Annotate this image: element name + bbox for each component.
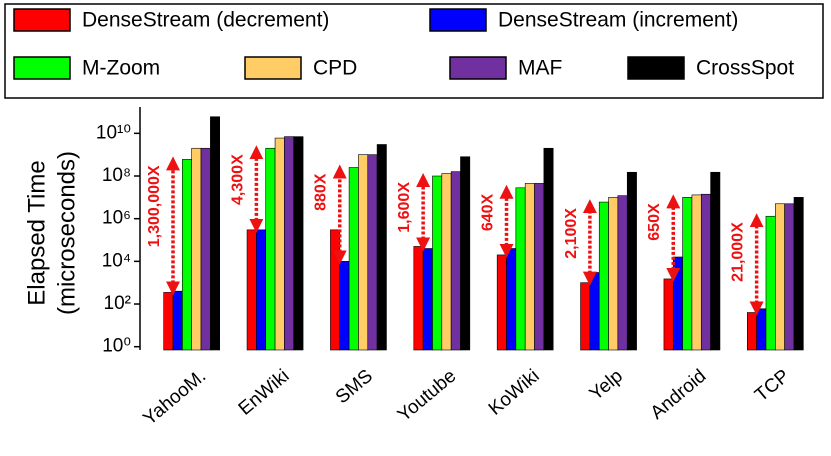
bar — [367, 154, 378, 351]
bar — [543, 147, 554, 351]
bar — [775, 203, 785, 351]
bar — [524, 183, 535, 351]
legend-swatch — [449, 56, 507, 80]
bar — [450, 171, 461, 351]
bar — [663, 278, 674, 351]
bar — [200, 147, 211, 351]
bar — [691, 194, 702, 351]
bar — [506, 248, 517, 351]
bar — [626, 171, 637, 351]
speedup-label: 880X — [313, 173, 330, 211]
bar — [580, 282, 591, 351]
bar — [756, 308, 767, 351]
y-tick-label: 10⁰ — [102, 336, 131, 357]
legend-label: M-Zoom — [82, 57, 160, 80]
bar — [191, 147, 202, 351]
speedup-label: 640X — [479, 193, 496, 231]
y-tick-label: 10¹⁰ — [96, 122, 131, 143]
legend-swatch — [429, 8, 487, 32]
legend-box — [4, 3, 824, 99]
bar — [432, 175, 443, 351]
bar — [589, 272, 600, 351]
bar — [163, 292, 174, 351]
bar — [710, 171, 721, 351]
bar — [515, 187, 526, 351]
x-tick-label: SMS — [332, 366, 377, 409]
legend-swatch — [13, 8, 71, 32]
legend-label: MAF — [518, 57, 562, 80]
legend-swatch — [627, 56, 685, 80]
legend-swatch — [13, 56, 71, 80]
x-tick-label: Youtube — [394, 366, 460, 426]
bar — [265, 147, 276, 351]
legend-label: CrossSpot — [696, 57, 794, 80]
legend-label: CPD — [313, 57, 357, 80]
bar — [339, 261, 350, 351]
y-tick-label: 10⁸ — [102, 165, 131, 186]
speedup-label: 4,300X — [229, 154, 246, 205]
speedup-label: 1,600X — [396, 182, 413, 233]
bar — [376, 144, 387, 351]
bar — [441, 173, 452, 351]
bar — [765, 215, 776, 351]
x-tick-label: Android — [647, 366, 711, 424]
bar — [413, 246, 424, 351]
speedup-label: 21,000X — [730, 222, 747, 282]
speedup-label: 2,100X — [563, 208, 580, 259]
speedup-label: 650X — [646, 203, 663, 241]
y-tick-label: 10² — [104, 293, 131, 314]
bar — [172, 290, 183, 351]
bar — [672, 256, 683, 351]
legend-swatch — [244, 56, 302, 80]
speedup-label: 1,300,000X — [146, 165, 163, 247]
y-axis-label: (microseconds) — [53, 151, 80, 315]
bar — [274, 137, 285, 351]
bar — [348, 167, 359, 351]
bar — [293, 136, 304, 351]
bar — [784, 203, 795, 351]
legend-label: DenseStream (increment) — [498, 9, 738, 32]
bar — [358, 154, 369, 351]
bar — [210, 116, 221, 351]
bar — [608, 197, 619, 351]
bar — [284, 136, 295, 351]
bar — [422, 248, 433, 351]
bar — [746, 312, 757, 351]
bar — [330, 229, 341, 351]
bar — [700, 193, 711, 351]
bar — [246, 229, 257, 351]
y-tick-label: 10⁶ — [102, 208, 131, 229]
y-tick-label: 10⁴ — [102, 250, 131, 271]
legend-label: DenseStream (decrement) — [82, 9, 329, 32]
bar — [534, 183, 545, 351]
x-tick-label: YahooM. — [139, 366, 210, 430]
x-tick-label: KoWiki — [485, 366, 544, 420]
bar — [182, 159, 192, 351]
x-tick-label: TCP — [751, 366, 794, 407]
bar — [682, 197, 693, 351]
bar — [460, 156, 471, 351]
x-tick-label: Yelp — [586, 366, 627, 405]
y-axis-label: Elapsed Time — [23, 160, 50, 305]
bar — [793, 197, 804, 351]
bar — [617, 195, 628, 351]
x-tick-label: EnWiki — [235, 366, 294, 420]
bar — [598, 201, 609, 351]
bar — [496, 254, 507, 351]
bar — [256, 229, 267, 351]
